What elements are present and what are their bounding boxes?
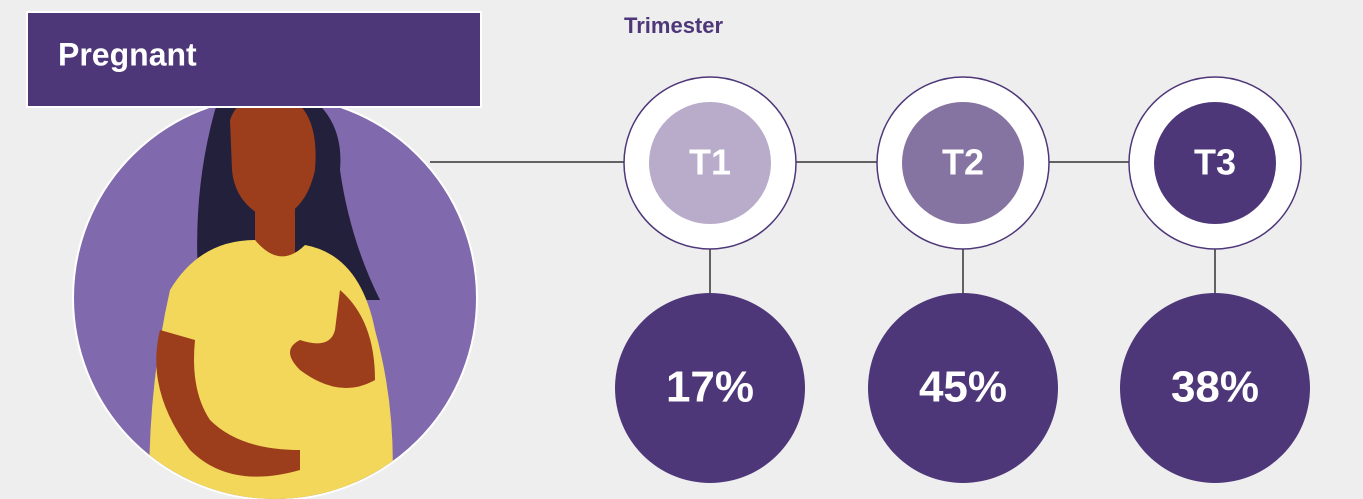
node-label: T3 (1194, 142, 1236, 183)
node-label: T2 (942, 142, 984, 183)
node-label: T1 (689, 142, 731, 183)
title: Pregnant (58, 36, 197, 72)
value-label: 45% (919, 363, 1007, 412)
subtitle: Trimester (624, 13, 723, 38)
infographic: Pregnant Trimester T1 17% T2 45% T3 38% (0, 0, 1363, 499)
page: Pregnant Trimester T117%T245%T338% (() =… (0, 0, 1363, 499)
value-label: 17% (666, 363, 754, 412)
value-label: 38% (1171, 363, 1259, 412)
